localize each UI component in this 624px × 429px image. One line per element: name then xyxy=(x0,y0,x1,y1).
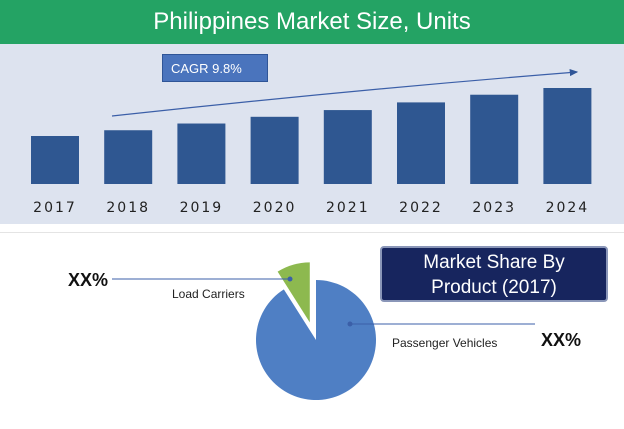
value-label-load-carriers: XX% xyxy=(68,270,108,290)
pie-title-box: Market Share By Product (2017) xyxy=(380,246,608,302)
leader-dot-load-carriers xyxy=(287,276,293,282)
pie-title-line-1: Market Share By xyxy=(423,252,565,273)
bar-2024 xyxy=(543,88,592,184)
chart-title: Philippines Market Size, Units xyxy=(0,0,624,44)
bar-2018 xyxy=(104,130,153,184)
pie-title-line-2: Product (2017) xyxy=(431,277,557,298)
bar-2019 xyxy=(177,123,226,184)
x-tick-2024: 2024 xyxy=(546,200,590,216)
bar-2020 xyxy=(250,116,299,184)
bar-2022 xyxy=(397,102,445,184)
panel-divider xyxy=(0,224,624,232)
cagr-annotation: CAGR 9.8% xyxy=(162,54,268,82)
pie-slice-load-carriers xyxy=(277,262,310,323)
x-tick-2021: 2021 xyxy=(326,200,370,216)
x-tick-2020: 2020 xyxy=(253,200,297,216)
bar-2021 xyxy=(323,110,372,184)
leader-dot-passenger-vehicles xyxy=(347,321,353,327)
bar-2023 xyxy=(470,94,519,184)
x-tick-2017: 2017 xyxy=(33,200,77,216)
bar-chart-panel xyxy=(0,44,624,224)
slice-label-load-carriers: Load Carriers xyxy=(172,287,245,301)
x-tick-2023: 2023 xyxy=(472,200,516,216)
x-tick-2022: 2022 xyxy=(399,200,443,216)
cagr-arrow xyxy=(111,68,579,117)
slice-label-passenger-vehicles: Passenger Vehicles xyxy=(392,336,497,350)
bar-2017 xyxy=(31,136,79,184)
value-label-passenger-vehicles: XX% xyxy=(541,330,581,350)
x-tick-2019: 2019 xyxy=(180,200,224,216)
x-tick-2018: 2018 xyxy=(106,200,150,216)
pie-slice-passenger-vehicles xyxy=(256,280,376,400)
